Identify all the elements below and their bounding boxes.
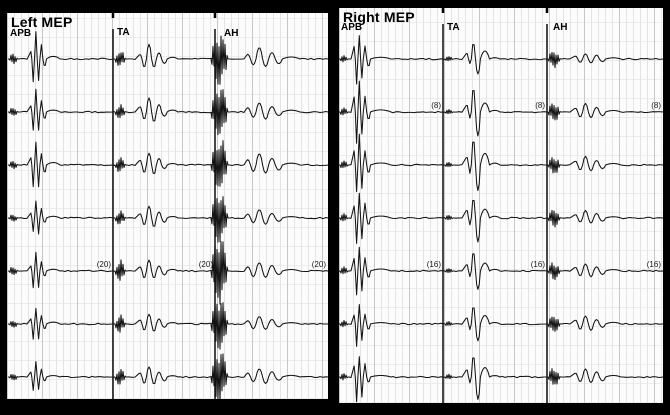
sweep-annotation: (16) <box>646 260 661 269</box>
panel-left-mep: Left MEP APB TA AH (20) (20) (20) <box>4 10 331 402</box>
sweep-annotation: (8) <box>651 101 661 110</box>
sweep-annotation: (16) <box>530 260 545 269</box>
panel-title-right: Right MEP <box>343 9 415 25</box>
left-trace-svg <box>8 13 328 399</box>
sweep-annotation: (8) <box>535 101 545 110</box>
right-trace-paper: Right MEP APB TA AH (8) (8) (8) (16) (16) (16… <box>339 8 663 403</box>
channel-label-apb: APB <box>341 22 363 33</box>
panel-title-left: Left MEP <box>11 14 73 30</box>
sweep-annotation: (20) <box>96 260 111 269</box>
channel-label-ah: AH <box>224 28 239 39</box>
channel-label-ta: TA <box>117 27 130 38</box>
sweep-annotation: (8) <box>431 101 441 110</box>
sweep-annotation: (20) <box>311 260 326 269</box>
panel-right-mep: Right MEP APB TA AH (8) (8) (8) (16) (16) (16… <box>336 5 666 406</box>
channel-label-ta: TA <box>447 22 460 33</box>
channel-label-ah: AH <box>553 22 568 33</box>
channel-label-apb: APB <box>10 28 32 39</box>
left-trace-paper: Left MEP APB TA AH (20) (20) (20) <box>7 13 328 399</box>
sweep-annotation: (16) <box>426 260 441 269</box>
sweep-annotation: (20) <box>198 260 213 269</box>
right-trace-svg <box>339 8 663 403</box>
